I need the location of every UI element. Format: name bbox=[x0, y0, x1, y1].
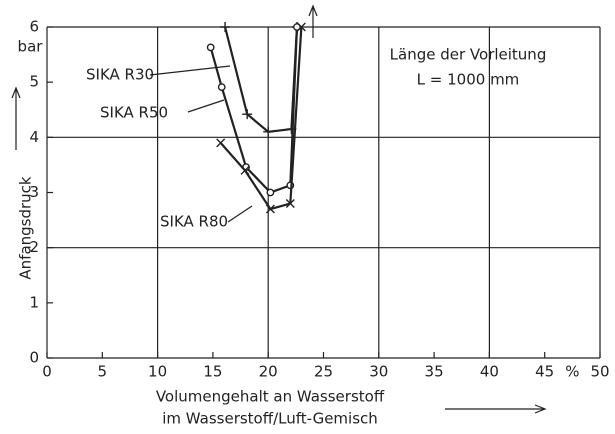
x-unit: % bbox=[565, 363, 579, 381]
leader-line bbox=[187, 99, 225, 113]
curve bbox=[223, 26, 299, 133]
marker bbox=[263, 126, 274, 137]
arrow-up bbox=[308, 4, 318, 38]
y-tick-label: 1 bbox=[29, 293, 39, 311]
series-label: SIKA R50 bbox=[100, 104, 168, 122]
marker bbox=[217, 83, 226, 92]
y-tick-label: 4 bbox=[29, 128, 39, 146]
curve bbox=[209, 26, 299, 194]
x-axis-label: im Wasserstoff/Luft-Gemisch bbox=[162, 410, 378, 428]
y-tick-label: 6 bbox=[29, 18, 39, 36]
marker bbox=[240, 165, 250, 175]
marker bbox=[216, 138, 226, 148]
x-tick-label: 10 bbox=[148, 363, 167, 381]
x-tick-label: 15 bbox=[203, 363, 222, 381]
x-axis-label: Volumengehalt an Wasserstoff bbox=[156, 388, 385, 406]
y-tick-label: 2 bbox=[29, 238, 39, 256]
x-tick-label: 35 bbox=[425, 363, 444, 381]
x-arrow bbox=[445, 404, 547, 414]
annotation: Länge der Vorleitung bbox=[390, 46, 547, 64]
series-label: SIKA R80 bbox=[160, 213, 228, 231]
y-tick-label: 3 bbox=[29, 183, 39, 201]
x-tick-label: 25 bbox=[314, 363, 333, 381]
y-axis-label: Anfangsdruck bbox=[17, 176, 35, 280]
x-tick-label: 45 bbox=[535, 363, 554, 381]
x-tick-label: 20 bbox=[259, 363, 278, 381]
marker bbox=[296, 22, 306, 32]
marker bbox=[266, 188, 275, 197]
leader-line bbox=[227, 205, 253, 223]
annotation: L = 1000 mm bbox=[417, 71, 520, 89]
marker bbox=[220, 22, 231, 32]
y-unit: bar bbox=[18, 38, 44, 56]
y-arrow bbox=[11, 86, 21, 150]
x-tick-label: 40 bbox=[480, 363, 499, 381]
x-tick-label: 30 bbox=[369, 363, 388, 381]
series-label: SIKA R30 bbox=[86, 66, 154, 84]
x-tick-label: 5 bbox=[98, 363, 108, 381]
x-tick-label: 50 bbox=[590, 363, 609, 381]
marker bbox=[242, 109, 253, 120]
marker bbox=[265, 204, 275, 214]
marker bbox=[285, 199, 295, 209]
marker bbox=[206, 43, 215, 52]
y-tick-label: 0 bbox=[29, 349, 39, 367]
x-tick-label: 0 bbox=[42, 363, 52, 381]
marker bbox=[293, 23, 301, 31]
y-tick-label: 5 bbox=[29, 73, 39, 91]
